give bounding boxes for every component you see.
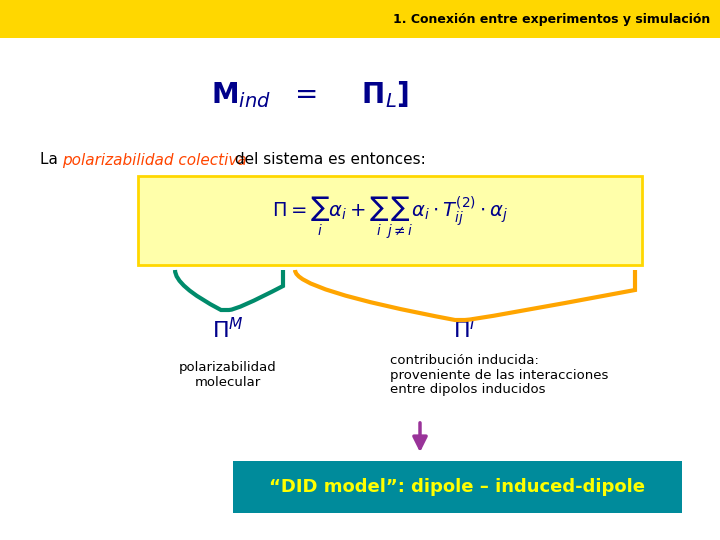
Text: polarizabilidad
molecular: polarizabilidad molecular <box>179 361 277 389</box>
Text: $\mathbf{M}_{ind}$  $=$    $\mathbf{\Pi}_{L}$]: $\mathbf{M}_{ind}$ $=$ $\mathbf{\Pi}_{L}… <box>211 79 409 110</box>
FancyBboxPatch shape <box>138 176 642 265</box>
Text: contribución inducida:
proveniente de las interacciones
entre dipolos inducidos: contribución inducida: proveniente de la… <box>390 354 608 396</box>
Text: $\Pi^M$: $\Pi^M$ <box>212 318 244 342</box>
FancyBboxPatch shape <box>233 461 682 513</box>
Text: del sistema es entonces:: del sistema es entonces: <box>230 152 426 167</box>
FancyBboxPatch shape <box>0 0 720 38</box>
Text: $\Pi = \sum_i \alpha_i + \sum_i \sum_{j \neq i} \alpha_i \cdot T_{ij}^{(2)} \cdo: $\Pi = \sum_i \alpha_i + \sum_i \sum_{j … <box>272 194 508 242</box>
Text: $\Pi^I$: $\Pi^I$ <box>454 318 477 342</box>
Text: “DID model”: dipole – induced-dipole: “DID model”: dipole – induced-dipole <box>269 478 645 496</box>
Text: La: La <box>40 152 63 167</box>
Text: 1. Conexión entre experimentos y simulación: 1. Conexión entre experimentos y simulac… <box>392 12 710 25</box>
Text: polarizabilidad colectiva: polarizabilidad colectiva <box>62 152 247 167</box>
